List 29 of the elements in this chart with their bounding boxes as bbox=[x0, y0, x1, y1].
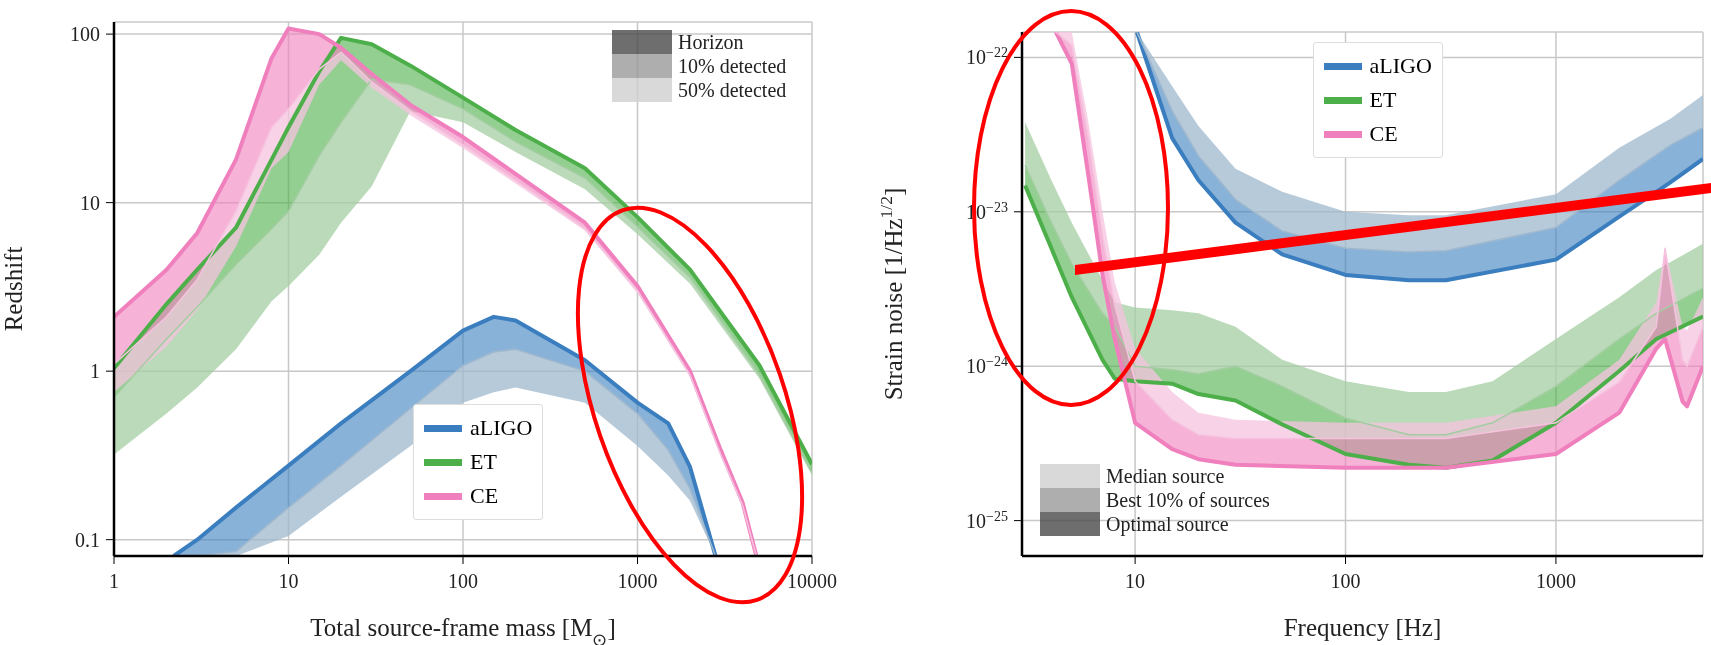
x-tick-label: 100 bbox=[448, 570, 478, 592]
x-tick-label: 10000 bbox=[787, 570, 837, 592]
legend-label: CE bbox=[1369, 120, 1398, 148]
legend-label: ET bbox=[470, 448, 497, 476]
annotation: 50% detected bbox=[678, 78, 787, 102]
annotation: Median source bbox=[1106, 464, 1225, 488]
y-tick-label: 10$^{−24}$ bbox=[966, 353, 1008, 378]
x-tick-label: 100 bbox=[1330, 570, 1361, 592]
y-tick-label: 100 bbox=[70, 23, 100, 46]
y-tick-label: 0.1 bbox=[75, 528, 100, 551]
y-tick-label: 10$^{−22}$ bbox=[966, 44, 1008, 69]
y-tick-label: 10 bbox=[80, 191, 100, 214]
legend-label: CE bbox=[470, 482, 499, 510]
annotation: Horizon bbox=[678, 30, 744, 54]
annotation: Best 10% of sources bbox=[1106, 488, 1270, 512]
x-tick-label: 1000 bbox=[1535, 570, 1576, 592]
annotation: Optimal source bbox=[1106, 512, 1229, 536]
x-tick-label: 10 bbox=[1125, 570, 1146, 592]
legend-label: ET bbox=[1369, 86, 1397, 114]
x-tick-label: 1 bbox=[109, 570, 119, 592]
x-tick-label: 10 bbox=[278, 570, 299, 592]
y-tick-label: 10$^{−25}$ bbox=[966, 508, 1008, 532]
y-tick-label: 1 bbox=[90, 360, 100, 383]
x-tick-label: 1000 bbox=[617, 570, 658, 592]
legend-label: aLIGO bbox=[470, 414, 533, 442]
x-axis-title: Frequency [Hz] bbox=[1283, 614, 1442, 641]
y-axis-title: Redshift bbox=[0, 246, 27, 332]
annotation: 10% detected bbox=[678, 54, 787, 78]
legend-label: aLIGO bbox=[1369, 52, 1432, 80]
